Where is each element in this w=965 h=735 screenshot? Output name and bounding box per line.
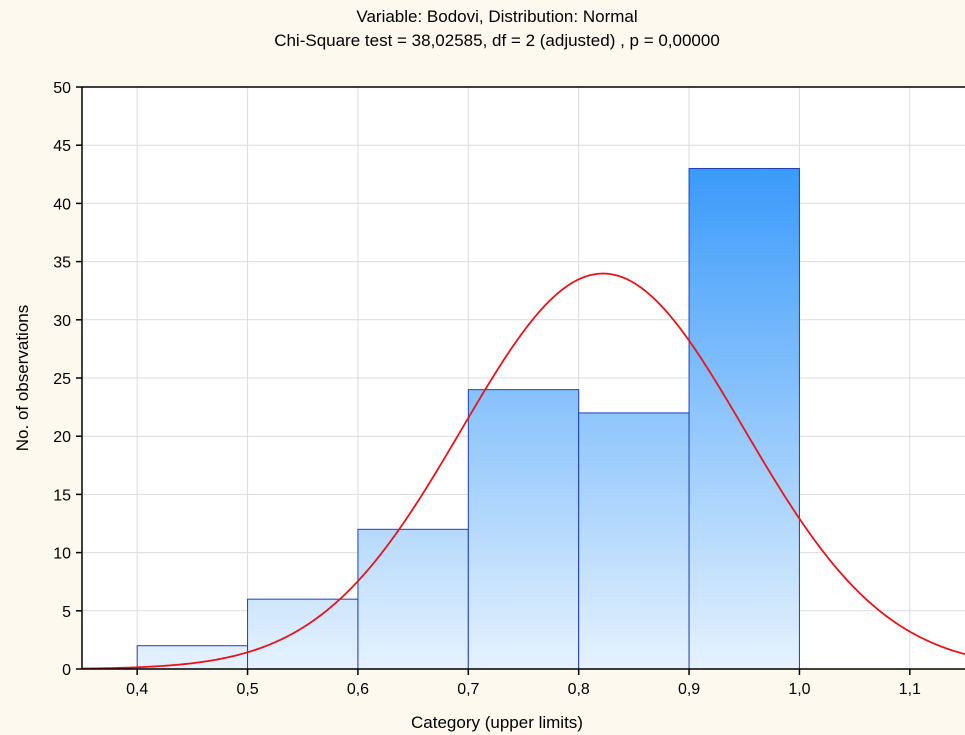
x-tick-label: 0,4 <box>126 681 148 698</box>
y-tick-label: 5 <box>62 604 71 621</box>
chart-subtitle: Chi-Square test = 38,02585, df = 2 (adju… <box>274 31 720 50</box>
y-tick-label: 10 <box>53 546 71 563</box>
chart-title: Variable: Bodovi, Distribution: Normal <box>356 7 637 26</box>
histogram-bar <box>247 598 359 670</box>
x-tick-label: 0,6 <box>347 681 369 698</box>
x-tick-label: 0,7 <box>457 681 479 698</box>
x-tick-label: 0,5 <box>236 681 258 698</box>
fit-curve-group <box>82 272 965 669</box>
normal-fit-curve <box>82 272 965 669</box>
y-tick-label: 40 <box>53 196 71 213</box>
histogram-bar <box>578 412 690 670</box>
y-tick-label: 30 <box>53 313 71 330</box>
y-tick-label: 20 <box>53 429 71 446</box>
y-tick-label: 0 <box>62 662 71 679</box>
histogram-bar <box>467 389 580 670</box>
y-tick-label: 35 <box>53 255 71 272</box>
y-axis-ticks: 0 5 10 15 20 25 30 35 40 45 50 <box>53 80 82 679</box>
x-axis-ticks: 0,4 0,5 0,6 0,7 0,8 0,9 1,0 1,1 <box>126 669 921 698</box>
y-tick-label: 50 <box>53 80 71 97</box>
x-tick-label: 0,8 <box>568 681 590 698</box>
y-axis-label: No. of observations <box>13 305 32 451</box>
x-tick-label: 1,0 <box>788 681 810 698</box>
x-tick-label: 1,1 <box>899 681 921 698</box>
x-axis-label: Category (upper limits) <box>411 713 583 732</box>
x-tick-label: 0,9 <box>678 681 700 698</box>
histogram-bar <box>357 528 469 670</box>
y-tick-label: 25 <box>53 371 71 388</box>
y-tick-label: 15 <box>53 487 71 504</box>
y-tick-label: 45 <box>53 138 71 155</box>
histogram-bar <box>688 167 800 670</box>
